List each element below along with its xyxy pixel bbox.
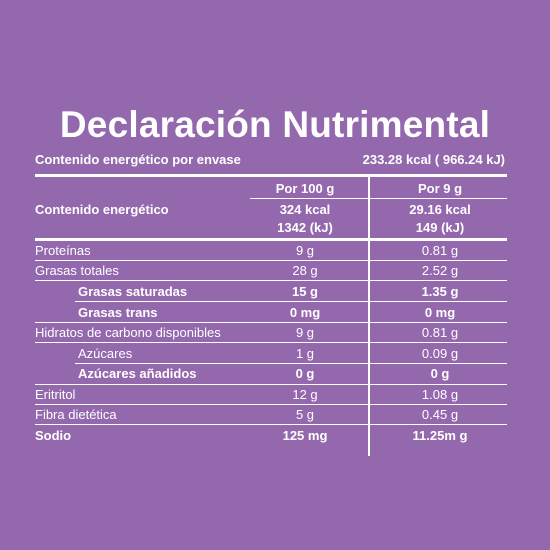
nutrient-per-serving: 0.81 g bbox=[421, 243, 459, 258]
row-rule bbox=[35, 280, 507, 281]
energy-per-container-label: Contenido energético por envase bbox=[35, 152, 241, 167]
nutrient-per-100g: 125 mg bbox=[282, 428, 328, 443]
nutrient-per-serving: 0.81 g bbox=[421, 325, 459, 340]
nutrient-per-serving: 0 mg bbox=[424, 305, 456, 320]
nutrient-per-100g: 0 g bbox=[295, 366, 315, 381]
row-rule bbox=[35, 404, 507, 405]
nutrient-per-100g: 5 g bbox=[295, 407, 315, 422]
nutrient-per-serving: 2.52 g bbox=[421, 263, 459, 278]
nutrient-label: Azúcares bbox=[78, 346, 133, 361]
nutrient-label: Eritritol bbox=[35, 387, 76, 402]
energy-per-100g-kj: 1342 (kJ) bbox=[277, 220, 333, 235]
row-rule bbox=[35, 322, 507, 323]
energy-rule bbox=[35, 238, 507, 241]
header-rule-1 bbox=[250, 198, 368, 199]
header-rule-2 bbox=[370, 198, 507, 199]
row-rule bbox=[35, 342, 507, 343]
nutrient-label: Grasas trans bbox=[78, 305, 158, 320]
nutrient-label: Grasas totales bbox=[35, 263, 119, 278]
panel-title: Declaración Nutrimental bbox=[59, 104, 491, 145]
row-rule bbox=[75, 363, 507, 364]
nutrient-per-serving: 0.45 g bbox=[421, 407, 459, 422]
nutrient-per-serving: 0.09 g bbox=[421, 346, 459, 361]
row-rule bbox=[35, 384, 507, 385]
nutrient-label: Hidratos de carbono disponibles bbox=[35, 325, 221, 340]
nutrient-per-serving: 11.25m g bbox=[412, 428, 468, 443]
row-rule bbox=[35, 260, 507, 261]
nutrient-per-100g: 9 g bbox=[295, 325, 315, 340]
nutrient-per-100g: 1 g bbox=[295, 346, 315, 361]
nutrient-label: Azúcares añadidos bbox=[78, 366, 197, 381]
energy-per-serving-kcal: 29.16 kcal bbox=[409, 202, 471, 217]
energy-per-100g-kcal: 324 kcal bbox=[279, 202, 331, 217]
nutrient-label: Grasas saturadas bbox=[78, 284, 188, 299]
nutrient-label: Sodio bbox=[35, 428, 72, 443]
nutrient-per-serving: 0 g bbox=[430, 366, 450, 381]
energy-per-serving-kj: 149 (kJ) bbox=[415, 220, 465, 235]
energy-label: Contenido energético bbox=[35, 202, 169, 217]
nutrient-per-serving: 1.08 g bbox=[421, 387, 459, 402]
column-divider bbox=[368, 176, 370, 456]
nutrient-per-100g: 12 g bbox=[292, 387, 318, 402]
row-rule bbox=[35, 424, 507, 425]
col-header-per-serving: Por 9 g bbox=[417, 181, 463, 196]
top-rule bbox=[35, 174, 507, 177]
energy-per-container: Contenido energético por envase 233.28 k… bbox=[35, 152, 505, 167]
nutrient-per-100g: 28 g bbox=[292, 263, 318, 278]
nutrient-per-100g: 15 g bbox=[291, 284, 318, 299]
row-rule bbox=[75, 301, 507, 302]
nutrient-per-100g: 9 g bbox=[295, 243, 315, 258]
nutrient-per-serving: 1.35 g bbox=[421, 284, 459, 299]
nutrient-label: Proteínas bbox=[35, 243, 91, 258]
nutrient-per-100g: 0 mg bbox=[289, 305, 321, 320]
nutrient-label: Fibra dietética bbox=[35, 407, 117, 422]
col-header-per-100g: Por 100 g bbox=[275, 181, 335, 196]
energy-per-container-value: 233.28 kcal ( 966.24 kJ) bbox=[362, 152, 505, 167]
